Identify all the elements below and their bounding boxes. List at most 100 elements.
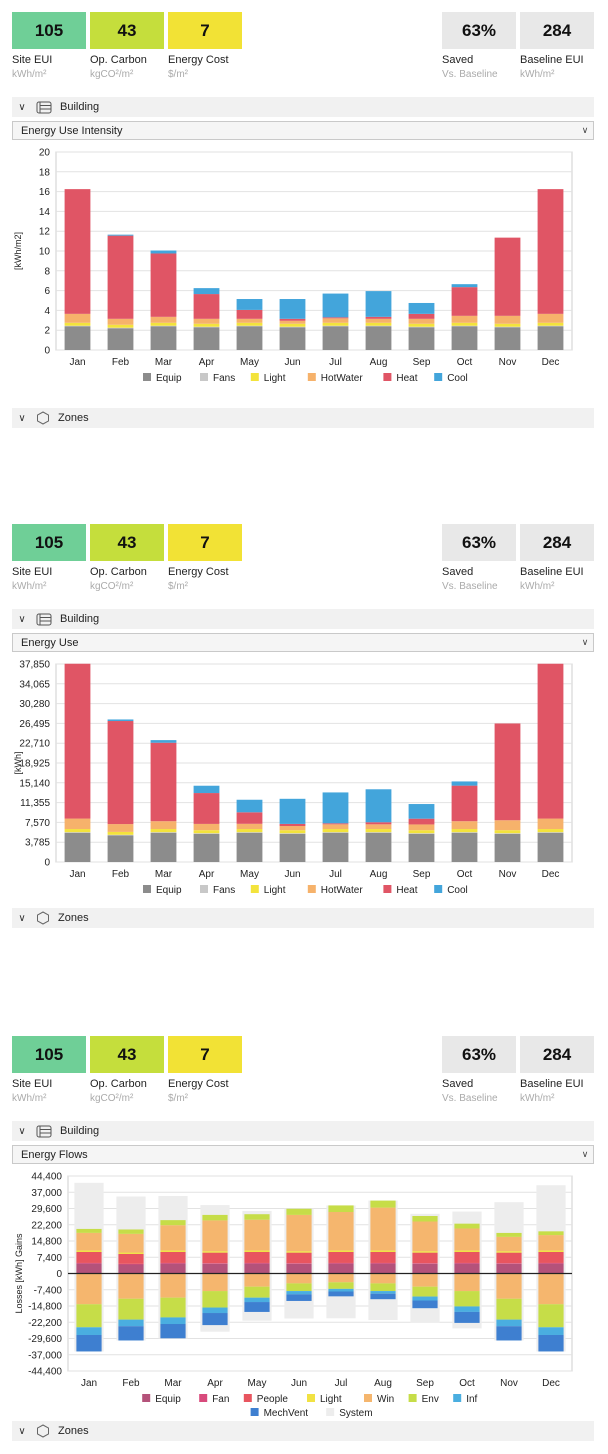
bar-segment-light[interactable] [322, 829, 349, 833]
zones-section-header[interactable]: ∨ Zones [12, 1421, 594, 1441]
bar-segment-loss-env[interactable] [244, 1286, 270, 1298]
bar-segment-gain-people[interactable] [328, 1251, 354, 1263]
bar-segment-gain-equip[interactable] [202, 1263, 228, 1274]
bar-segment-gain-people[interactable] [202, 1252, 228, 1264]
bar-segment-loss-env[interactable] [160, 1297, 186, 1318]
bar-segment-hotwater[interactable] [64, 818, 91, 830]
bar-segment-cool[interactable] [193, 785, 220, 794]
bar-segment-hotwater[interactable] [451, 821, 478, 830]
bar-segment-equip[interactable] [408, 833, 435, 862]
bar-segment-gain-fan[interactable] [244, 1262, 270, 1264]
bar-segment-gain-env[interactable] [412, 1216, 438, 1222]
bar-segment-hotwater[interactable] [64, 313, 91, 323]
bar-segment-cool[interactable] [322, 293, 349, 318]
bar-segment-fans[interactable] [236, 832, 263, 833]
bar-segment-gain-people[interactable] [370, 1251, 396, 1263]
bar-segment-fans[interactable] [365, 832, 392, 833]
bar-segment-cool[interactable] [107, 234, 134, 236]
bar-segment-loss-inf[interactable] [202, 1307, 228, 1314]
bar-segment-loss-mechvent[interactable] [328, 1291, 354, 1297]
bar-segment-loss-env[interactable] [454, 1291, 480, 1307]
bar-segment-fans[interactable] [494, 833, 521, 834]
bar-segment-cool[interactable] [322, 792, 349, 824]
bar-segment-loss-win[interactable] [538, 1273, 564, 1305]
bar-segment-gain-people[interactable] [160, 1251, 186, 1263]
bar-segment-cool[interactable] [451, 284, 478, 288]
legend-label-equip[interactable]: Equip [155, 1394, 181, 1405]
bar-segment-hotwater[interactable] [150, 821, 177, 830]
bar-segment-light[interactable] [279, 830, 306, 834]
legend-label-inf[interactable]: Inf [466, 1394, 477, 1405]
bar-segment-gain-win[interactable] [370, 1207, 396, 1251]
bar-segment-heat[interactable] [494, 723, 521, 821]
bar-segment-hotwater[interactable] [107, 318, 134, 325]
bar-segment-gain-fan[interactable] [118, 1263, 144, 1265]
chevron-down-icon[interactable]: ∨ [18, 1125, 26, 1137]
kpi-op-carbon[interactable]: 43 Op. Carbon kgCO²/m² [90, 524, 164, 592]
bar-segment-light[interactable] [236, 829, 263, 833]
bar-segment-light[interactable] [64, 829, 91, 833]
bar-segment-equip[interactable] [365, 326, 392, 350]
bar-segment-gain-people[interactable] [496, 1252, 522, 1264]
kpi-baseline-eui[interactable]: 284 Baseline EUI kWh/m² [520, 1036, 594, 1104]
bar-segment-light[interactable] [107, 831, 134, 835]
bar-segment-heat[interactable] [365, 822, 392, 825]
legend-label-light[interactable]: Light [320, 1394, 342, 1405]
bar-segment-gain-fan[interactable] [202, 1263, 228, 1264]
bar-segment-heat[interactable] [322, 317, 349, 319]
bar-segment-gain-win[interactable] [118, 1233, 144, 1253]
bar-segment-gain-light[interactable] [538, 1250, 564, 1252]
bar-segment-cool[interactable] [236, 299, 263, 310]
building-section-header[interactable]: ∨ Building [12, 97, 594, 117]
building-section-header[interactable]: ∨ Building [12, 1121, 594, 1141]
legend-label-system[interactable]: System [339, 1408, 372, 1419]
bar-segment-hotwater[interactable] [322, 824, 349, 830]
bar-segment-gain-equip[interactable] [118, 1264, 144, 1274]
bar-segment-fans[interactable] [279, 833, 306, 834]
bar-segment-hotwater[interactable] [494, 820, 521, 831]
bar-segment-loss-env[interactable] [202, 1291, 228, 1308]
bar-segment-equip[interactable] [365, 832, 392, 862]
kpi-energy-cost[interactable]: 7 Energy Cost $/m² [168, 524, 242, 592]
bar-segment-cool[interactable] [408, 302, 435, 314]
bar-segment-gain-equip[interactable] [370, 1263, 396, 1274]
bar-segment-gain-equip[interactable] [76, 1263, 102, 1274]
bar-segment-gain-env[interactable] [454, 1223, 480, 1229]
chevron-down-icon[interactable]: ∨ [18, 1425, 26, 1437]
bar-segment-cool[interactable] [236, 799, 263, 813]
bar-segment-gain-env[interactable] [118, 1229, 144, 1234]
bar-segment-hotwater[interactable] [150, 316, 177, 323]
metric-dropdown[interactable]: Energy Use ∨ [12, 633, 594, 652]
bar-segment-light[interactable] [322, 322, 349, 326]
bar-segment-heat[interactable] [107, 721, 134, 825]
bar-segment-hotwater[interactable] [236, 318, 263, 323]
bar-segment-cool[interactable] [365, 291, 392, 317]
bar-segment-gain-win[interactable] [538, 1235, 564, 1251]
bar-segment-light[interactable] [193, 323, 220, 327]
legend-label-mechvent[interactable]: MechVent [264, 1408, 309, 1419]
bar-segment-fans[interactable] [451, 832, 478, 833]
bar-segment-equip[interactable] [107, 835, 134, 862]
bar-segment-light[interactable] [451, 322, 478, 326]
kpi-site-eui[interactable]: 105 Site EUI kWh/m² [12, 524, 86, 592]
kpi-energy-cost[interactable]: 7 Energy Cost $/m² [168, 12, 242, 80]
bar-segment-loss-inf[interactable] [370, 1291, 396, 1294]
bar-segment-loss-inf[interactable] [496, 1319, 522, 1327]
bar-segment-light[interactable] [537, 829, 564, 833]
bar-segment-gain-win[interactable] [496, 1236, 522, 1252]
bar-segment-equip[interactable] [279, 327, 306, 350]
bar-segment-equip[interactable] [193, 327, 220, 350]
bar-segment-gain-equip[interactable] [328, 1263, 354, 1274]
bar-segment-heat[interactable] [64, 663, 91, 819]
bar-segment-cool[interactable] [193, 288, 220, 295]
bar-segment-gain-equip[interactable] [244, 1263, 270, 1274]
bar-segment-equip[interactable] [494, 327, 521, 350]
bar-segment-light[interactable] [150, 829, 177, 833]
bar-segment-light[interactable] [494, 830, 521, 834]
bar-segment-equip[interactable] [150, 832, 177, 862]
bar-segment-gain-light[interactable] [328, 1250, 354, 1252]
bar-segment-gain-fan[interactable] [454, 1262, 480, 1264]
bar-segment-gain-light[interactable] [160, 1250, 186, 1252]
bar-segment-light[interactable] [107, 324, 134, 328]
bar-segment-hotwater[interactable] [107, 824, 134, 832]
